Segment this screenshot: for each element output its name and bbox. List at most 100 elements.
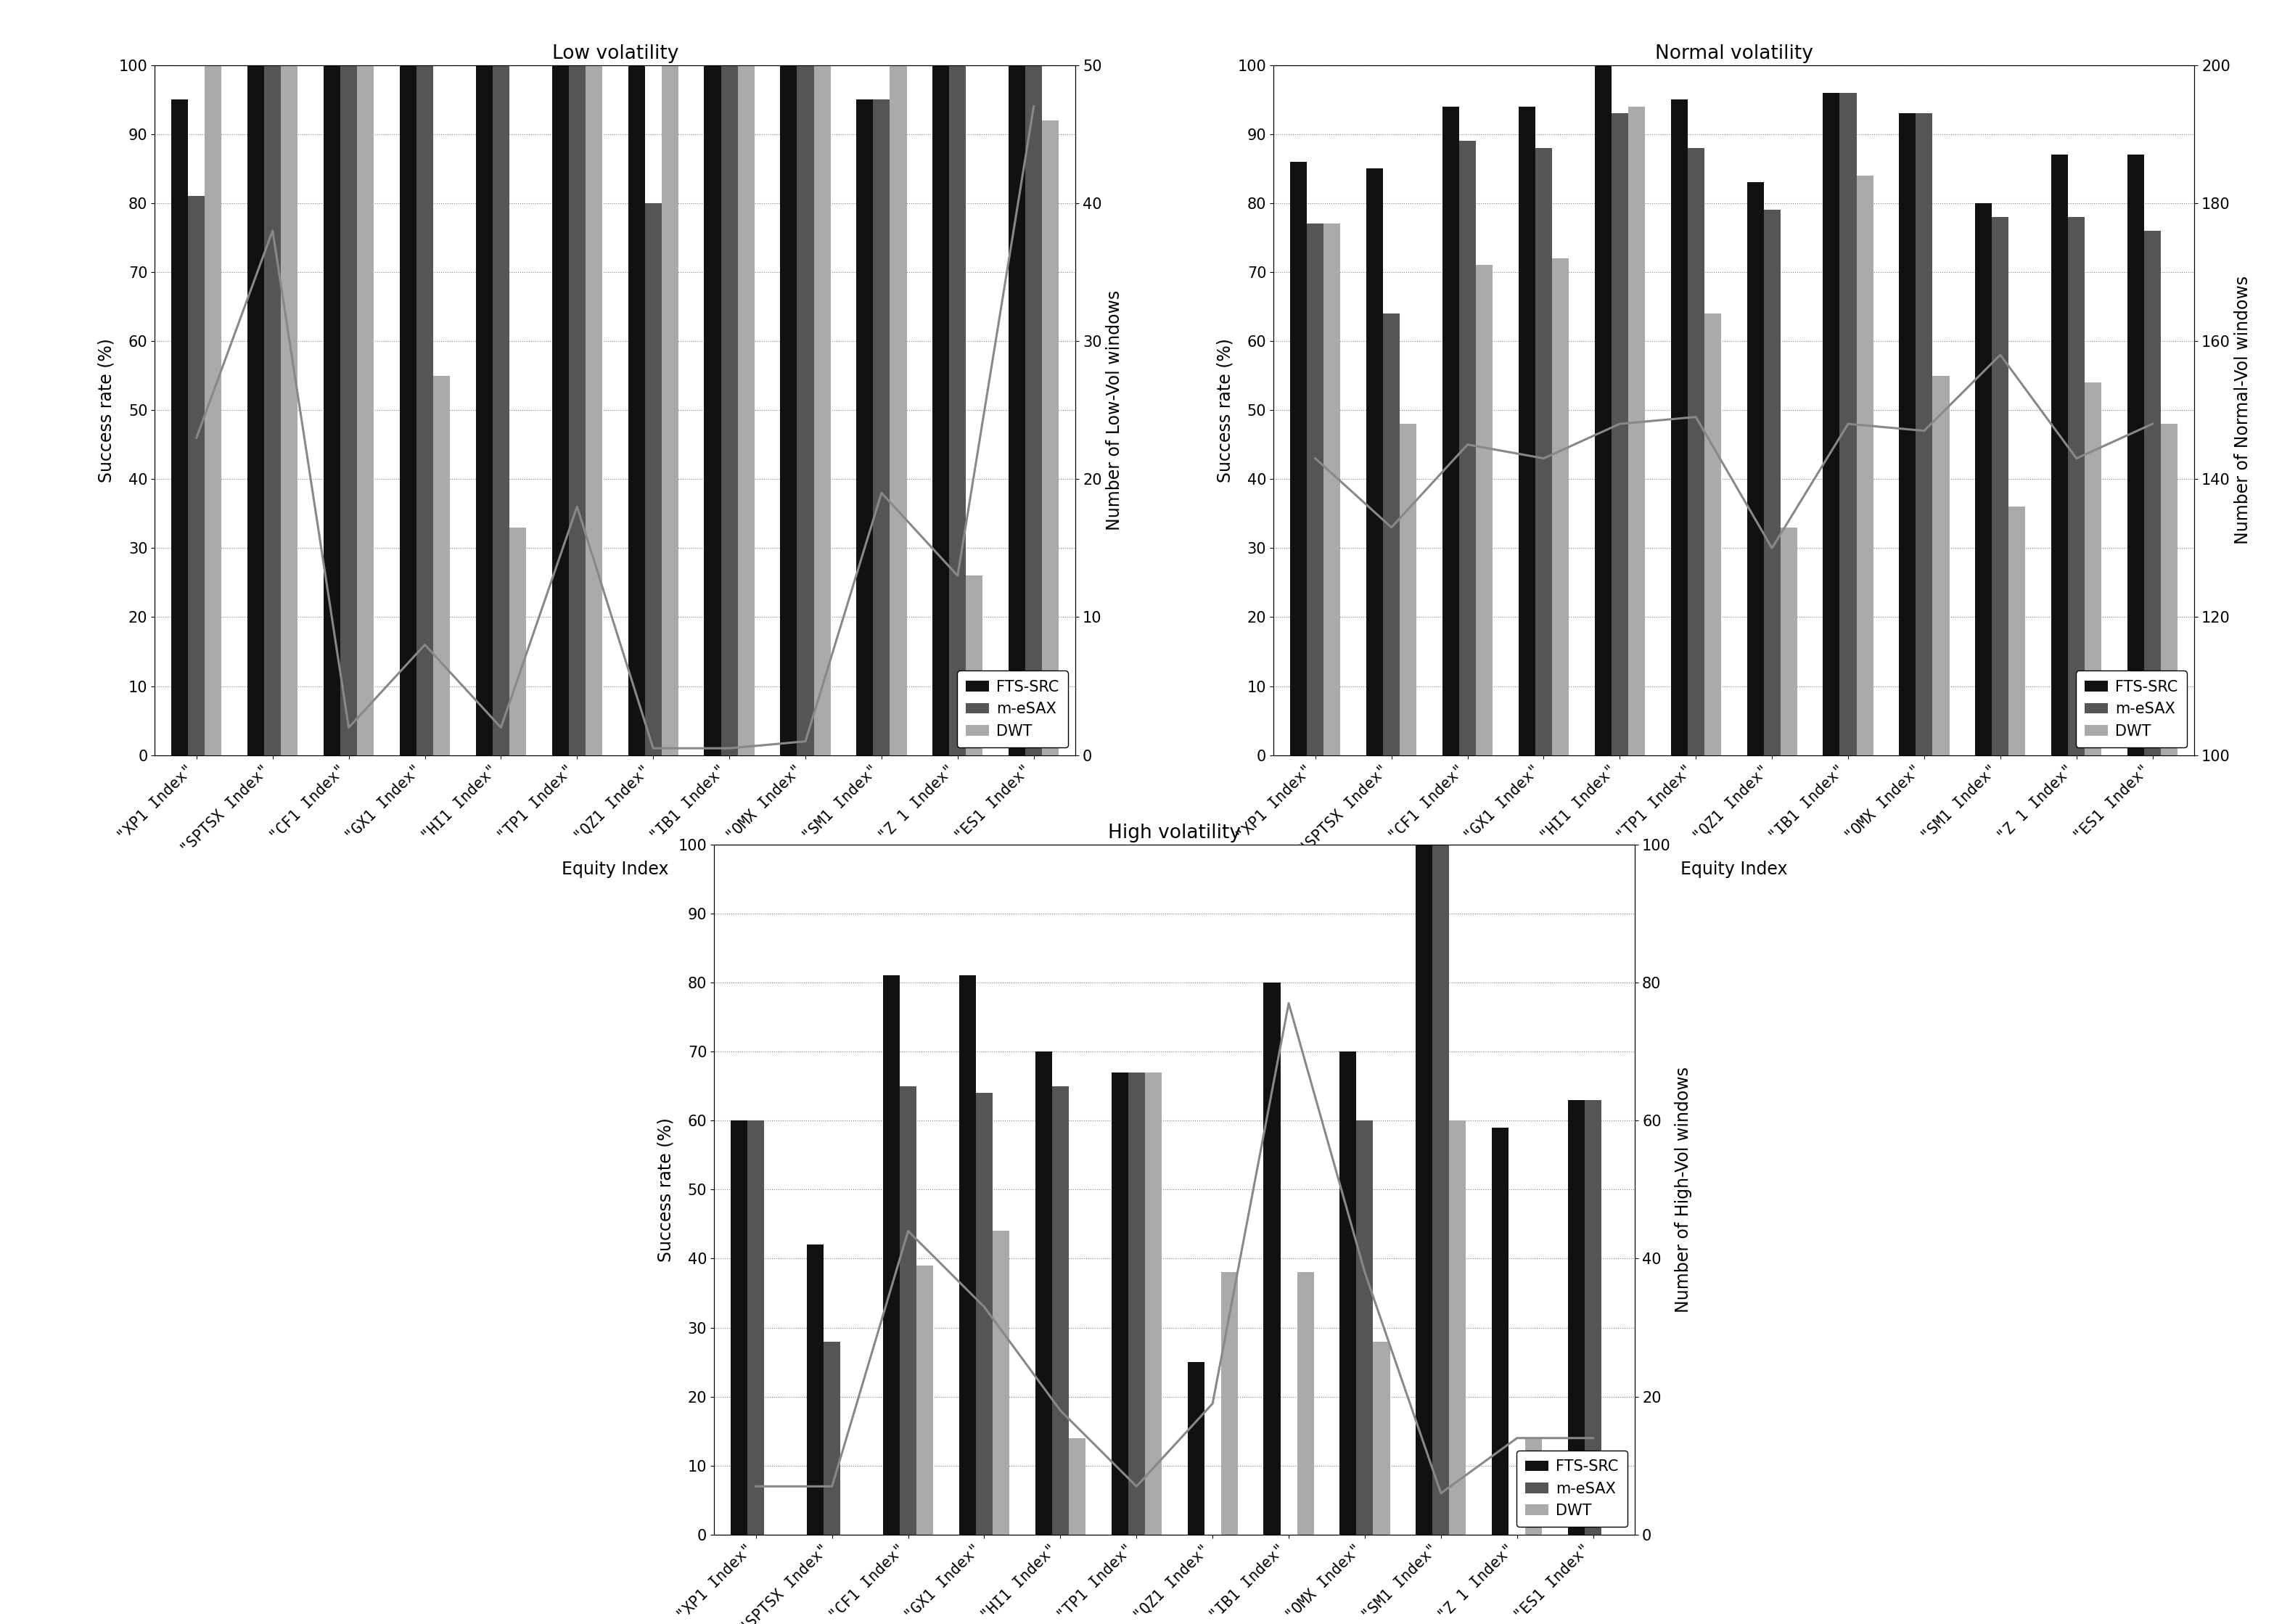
Bar: [1373, 1341, 1389, 1535]
Bar: [948, 65, 966, 755]
Bar: [1915, 114, 1933, 755]
Bar: [568, 65, 584, 755]
Bar: [264, 65, 282, 755]
Bar: [1112, 1072, 1128, 1535]
Bar: [823, 1341, 841, 1535]
Bar: [1383, 313, 1401, 755]
Bar: [2067, 218, 2085, 755]
Bar: [1933, 375, 1949, 755]
Bar: [1026, 65, 1041, 755]
Bar: [1010, 65, 1026, 755]
Bar: [400, 65, 416, 755]
Bar: [628, 65, 646, 755]
Bar: [737, 65, 755, 755]
Bar: [1433, 844, 1449, 1535]
Y-axis label: Success rate (%): Success rate (%): [1217, 338, 1233, 482]
Bar: [1449, 1121, 1467, 1535]
Bar: [882, 976, 901, 1535]
Bar: [1339, 1052, 1355, 1535]
Bar: [889, 65, 907, 755]
Bar: [976, 1093, 994, 1535]
Bar: [1519, 107, 1535, 755]
Bar: [916, 1265, 932, 1535]
Bar: [584, 65, 603, 755]
Bar: [1899, 114, 1915, 755]
Bar: [2008, 507, 2026, 755]
Bar: [1703, 313, 1721, 755]
Bar: [416, 65, 434, 755]
Title: High volatility: High volatility: [1107, 823, 1242, 843]
Bar: [1035, 1052, 1053, 1535]
Y-axis label: Number of Low-Vol windows: Number of Low-Vol windows: [1105, 289, 1123, 531]
Bar: [2128, 154, 2144, 755]
Bar: [509, 528, 525, 755]
Bar: [1367, 169, 1383, 755]
Bar: [705, 65, 721, 755]
Bar: [1553, 258, 1569, 755]
Y-axis label: Number of High-Vol windows: Number of High-Vol windows: [1676, 1067, 1692, 1312]
Bar: [1992, 218, 2008, 755]
Bar: [1296, 1273, 1314, 1535]
Legend: FTS-SRC, m-eSAX, DWT: FTS-SRC, m-eSAX, DWT: [957, 671, 1069, 747]
Title: Low volatility: Low volatility: [553, 44, 678, 63]
Bar: [1144, 1072, 1162, 1535]
Bar: [2144, 231, 2160, 755]
Bar: [1323, 224, 1339, 755]
Bar: [721, 65, 737, 755]
Bar: [434, 375, 450, 755]
Bar: [1840, 93, 1856, 755]
Bar: [1401, 424, 1417, 755]
Bar: [1460, 141, 1476, 755]
Bar: [2085, 383, 2101, 755]
Bar: [2160, 424, 2178, 755]
Bar: [1765, 209, 1781, 755]
Bar: [966, 575, 982, 755]
Bar: [1535, 148, 1553, 755]
Bar: [873, 99, 889, 755]
Bar: [1687, 148, 1703, 755]
Bar: [323, 65, 341, 755]
Bar: [730, 1121, 748, 1535]
Y-axis label: Success rate (%): Success rate (%): [98, 338, 114, 482]
Legend: FTS-SRC, m-eSAX, DWT: FTS-SRC, m-eSAX, DWT: [2076, 671, 2188, 747]
Bar: [1264, 983, 1280, 1535]
X-axis label: Equity Index: Equity Index: [1680, 861, 1787, 879]
Bar: [1069, 1439, 1085, 1535]
Bar: [553, 65, 568, 755]
Bar: [1053, 1086, 1069, 1535]
Bar: [662, 65, 678, 755]
Bar: [1355, 1121, 1373, 1535]
Bar: [1585, 1099, 1601, 1535]
Bar: [780, 65, 796, 755]
Bar: [1824, 93, 1840, 755]
Bar: [994, 1231, 1010, 1535]
Bar: [1628, 107, 1644, 755]
Bar: [1187, 1363, 1205, 1535]
Bar: [1569, 1099, 1585, 1535]
Bar: [341, 65, 357, 755]
Bar: [960, 976, 976, 1535]
Bar: [932, 65, 948, 755]
Y-axis label: Number of Normal-Vol windows: Number of Normal-Vol windows: [2235, 276, 2251, 544]
Bar: [1781, 528, 1796, 755]
Bar: [1746, 182, 1765, 755]
Bar: [1128, 1072, 1144, 1535]
Bar: [282, 65, 298, 755]
Bar: [1308, 224, 1323, 755]
Bar: [189, 197, 205, 755]
X-axis label: Equity Index: Equity Index: [562, 861, 669, 879]
Bar: [248, 65, 264, 755]
Bar: [1041, 120, 1060, 755]
Y-axis label: Success rate (%): Success rate (%): [657, 1117, 673, 1262]
Bar: [493, 65, 509, 755]
Bar: [814, 65, 830, 755]
Bar: [1221, 1273, 1237, 1535]
Bar: [857, 99, 873, 755]
Bar: [1476, 265, 1492, 755]
Bar: [1671, 99, 1687, 755]
Bar: [646, 203, 662, 755]
Bar: [1594, 65, 1612, 755]
Bar: [1976, 203, 1992, 755]
Bar: [475, 65, 493, 755]
Bar: [1526, 1439, 1542, 1535]
